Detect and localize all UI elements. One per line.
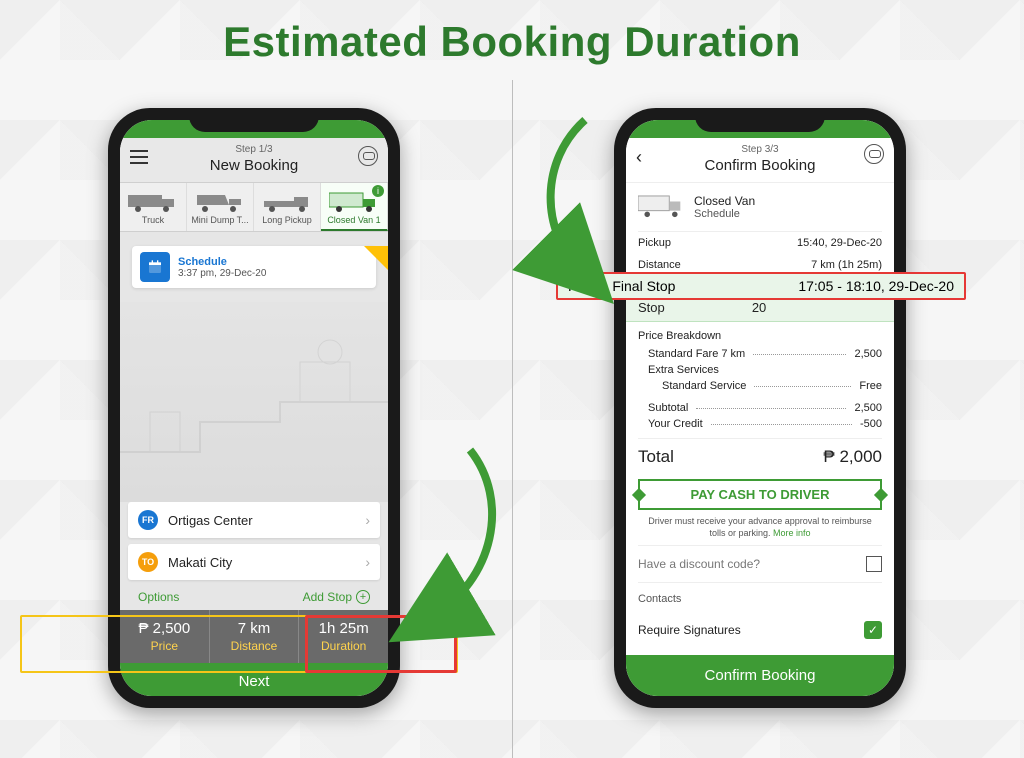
total-label: Total xyxy=(638,447,674,467)
vehicle-tab[interactable]: Truck xyxy=(120,183,187,231)
phone-notch xyxy=(189,108,319,132)
screen-confirm-booking: ‹ Step 3/3 Confirm Booking Closed Van Sc… xyxy=(626,120,894,696)
to-badge-icon: TO xyxy=(138,552,158,572)
contacts-heading: Contacts xyxy=(638,583,882,605)
pay-cash-banner: PAY CASH TO DRIVER xyxy=(638,479,882,510)
highlight-duration-red xyxy=(305,615,457,673)
subtotal-label: Subtotal xyxy=(648,402,688,414)
add-stop-label: Add Stop xyxy=(303,590,352,604)
schedule-time: 3:37 pm, 29-Dec-20 xyxy=(178,268,266,279)
highlight-reach-final-stop: Reach Final Stop 17:05 - 18:10, 29-Dec-2… xyxy=(556,272,966,300)
std-service-value: Free xyxy=(859,380,882,392)
location-from[interactable]: FR Ortigas Center › xyxy=(128,502,380,538)
discount-checkbox-icon[interactable] xyxy=(866,556,882,572)
total-row: Total ₱ 2,000 xyxy=(638,438,882,475)
menu-icon[interactable] xyxy=(130,150,148,164)
vehicle-selector: Truck Mini Dump T... Long Pickup i Close… xyxy=(120,183,388,232)
reach-label-overlay: Reach Final Stop xyxy=(568,278,675,294)
schedule-label: Schedule xyxy=(694,208,755,220)
info-badge-icon[interactable]: i xyxy=(372,185,384,197)
std-fare-label: Standard Fare 7 km xyxy=(648,348,745,360)
pickup-icon xyxy=(256,189,318,215)
page-title: Estimated Booking Duration xyxy=(0,0,1024,66)
truck-icon xyxy=(122,189,184,215)
step-indicator: Step 1/3 xyxy=(120,144,388,155)
vehicle-tab[interactable]: Mini Dump T... xyxy=(187,183,254,231)
chevron-right-icon: › xyxy=(365,554,370,570)
back-icon[interactable]: ‹ xyxy=(636,148,642,166)
phone-frame-right: ‹ Step 3/3 Confirm Booking Closed Van Sc… xyxy=(614,108,906,708)
confirm-booking-button[interactable]: Confirm Booking xyxy=(626,655,894,696)
from-badge-icon: FR xyxy=(138,510,158,530)
vehicle-label: Truck xyxy=(142,215,164,225)
line-credit: Your Credit -500 xyxy=(638,416,882,432)
booking-summary-row: Closed Van Schedule xyxy=(638,183,882,232)
subtotal-value: 2,500 xyxy=(854,402,882,414)
calendar-icon xyxy=(140,252,170,282)
reach-value-overlay: 17:05 - 18:10, 29-Dec-20 xyxy=(798,278,954,294)
line-subtotal: Subtotal 2,500 xyxy=(638,400,882,416)
line-std-fare: Standard Fare 7 km 2,500 xyxy=(638,346,882,362)
screen-new-booking: Step 1/3 New Booking Truck Mini Dump T..… xyxy=(120,120,388,696)
extra-services-label: Extra Services xyxy=(638,362,882,378)
screen-title: New Booking xyxy=(120,157,388,174)
plus-circle-icon: + xyxy=(356,590,370,604)
arrow-to-reach-icon xyxy=(525,110,625,290)
dump-truck-icon xyxy=(189,189,251,215)
checkbox-checked-icon[interactable]: ✓ xyxy=(864,621,882,639)
location-to[interactable]: TO Makati City › xyxy=(128,544,380,580)
vehicle-label: Closed Van 1 xyxy=(327,215,380,225)
more-info-link[interactable]: More info xyxy=(773,528,811,538)
credit-label: Your Credit xyxy=(648,418,703,430)
discount-placeholder: Have a discount code? xyxy=(638,557,760,571)
line-std-service: Standard Service Free xyxy=(638,378,882,394)
arrow-to-duration-icon xyxy=(400,440,510,640)
screen-title: Confirm Booking xyxy=(626,157,894,174)
distance-value: 7 km (1h 25m) xyxy=(811,259,882,271)
require-signatures-row[interactable]: Require Signatures ✓ xyxy=(638,611,882,649)
phone-notch xyxy=(695,108,825,132)
add-stop-button[interactable]: Add Stop + xyxy=(303,590,370,604)
vehicle-tab[interactable]: Long Pickup xyxy=(254,183,321,231)
driver-note: Driver must receive your advance approva… xyxy=(638,510,882,545)
from-name: Ortigas Center xyxy=(168,513,253,528)
vehicle-tab-active[interactable]: i Closed Van 1 xyxy=(321,183,388,231)
vehicle-label: Long Pickup xyxy=(262,215,312,225)
divider-vertical xyxy=(512,80,513,758)
distance-label: Distance xyxy=(638,259,681,271)
require-sig-label: Require Signatures xyxy=(638,623,741,637)
std-service-label: Standard Service xyxy=(662,380,746,392)
support-icon[interactable] xyxy=(358,146,378,166)
vehicle-label: Mini Dump T... xyxy=(191,215,248,225)
std-fare-value: 2,500 xyxy=(854,348,882,360)
credit-value: -500 xyxy=(860,418,882,430)
schedule-label: Schedule xyxy=(178,256,266,268)
header-new-booking: Step 1/3 New Booking xyxy=(120,138,388,183)
discount-row[interactable]: Have a discount code? xyxy=(638,545,882,583)
vehicle-name: Closed Van xyxy=(694,194,755,208)
pickup-value: 15:40, 29-Dec-20 xyxy=(797,237,882,249)
pickup-label: Pickup xyxy=(638,237,671,249)
chevron-right-icon: › xyxy=(365,512,370,528)
promo-corner-icon[interactable] xyxy=(364,246,388,270)
map-placeholder[interactable] xyxy=(120,302,388,502)
options-row: Options Add Stop + xyxy=(120,586,388,610)
pickup-row: Pickup 15:40, 29-Dec-20 xyxy=(638,232,882,254)
schedule-pill[interactable]: Schedule 3:37 pm, 29-Dec-20 xyxy=(132,246,376,288)
support-icon[interactable] xyxy=(864,144,884,164)
header-confirm: ‹ Step 3/3 Confirm Booking xyxy=(626,138,894,183)
breakdown-heading: Price Breakdown xyxy=(638,330,882,342)
options-link[interactable]: Options xyxy=(138,590,179,604)
total-value: ₱ 2,000 xyxy=(823,447,882,467)
to-name: Makati City xyxy=(168,555,232,570)
closed-van-icon xyxy=(638,193,684,221)
step-indicator: Step 3/3 xyxy=(626,144,894,155)
